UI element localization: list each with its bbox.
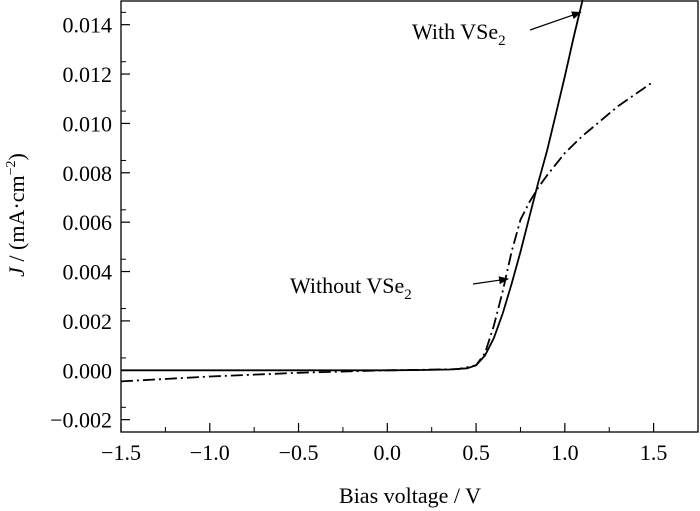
x-tick-label: −1.0 bbox=[190, 440, 230, 465]
y-tick-label: 0.014 bbox=[63, 13, 113, 38]
y-tick-label: 0.002 bbox=[63, 309, 113, 334]
y-tick-label: 0.004 bbox=[63, 260, 113, 285]
series-line-with-vse2 bbox=[121, 0, 584, 372]
annotation-with-vse2: With VSe2 bbox=[412, 19, 506, 49]
series-layer bbox=[120, 0, 655, 383]
x-tick-label: −1.5 bbox=[101, 440, 141, 465]
x-tick-label: 0.5 bbox=[462, 440, 490, 465]
x-tick-label: 1.0 bbox=[551, 440, 579, 465]
x-axis-label: Bias voltage / V bbox=[339, 483, 481, 508]
annotation-arrow bbox=[472, 276, 510, 285]
annotations: With VSe2 Without VSe2 bbox=[290, 11, 582, 303]
x-tick-label: 1.5 bbox=[640, 440, 668, 465]
y-axis-label: J / (mA·cm−2) bbox=[4, 153, 29, 277]
y-tick-label: 0.012 bbox=[63, 62, 113, 87]
x-tick-label: 0.0 bbox=[374, 440, 402, 465]
x-tick-label: −0.5 bbox=[279, 440, 319, 465]
annotation-without-vse2: Without VSe2 bbox=[290, 273, 412, 303]
y-tick-label: −0.002 bbox=[50, 408, 112, 433]
annotation-arrow bbox=[529, 11, 582, 31]
y-tick-label: 0.006 bbox=[63, 210, 113, 235]
plot-frame bbox=[120, 0, 699, 433]
y-axis-unit-close: ) bbox=[4, 153, 29, 160]
series-line-without-vse2 bbox=[120, 80, 655, 383]
y-tick-label: 0.000 bbox=[63, 358, 113, 383]
y-axis-unit: / (mA·cm bbox=[4, 175, 29, 267]
y-tick-label: 0.010 bbox=[63, 111, 113, 136]
y-axis-symbol: J bbox=[4, 266, 29, 277]
tick-labels: −1.5 −1.0 −0.5 0.0 0.5 1.0 1.5 −0.002 0.000 0.002… bbox=[50, 13, 667, 465]
y-tick-label: 0.008 bbox=[63, 161, 113, 186]
axis-ticks bbox=[120, 11, 655, 432]
y-axis-unit-exponent: −2 bbox=[4, 161, 19, 176]
